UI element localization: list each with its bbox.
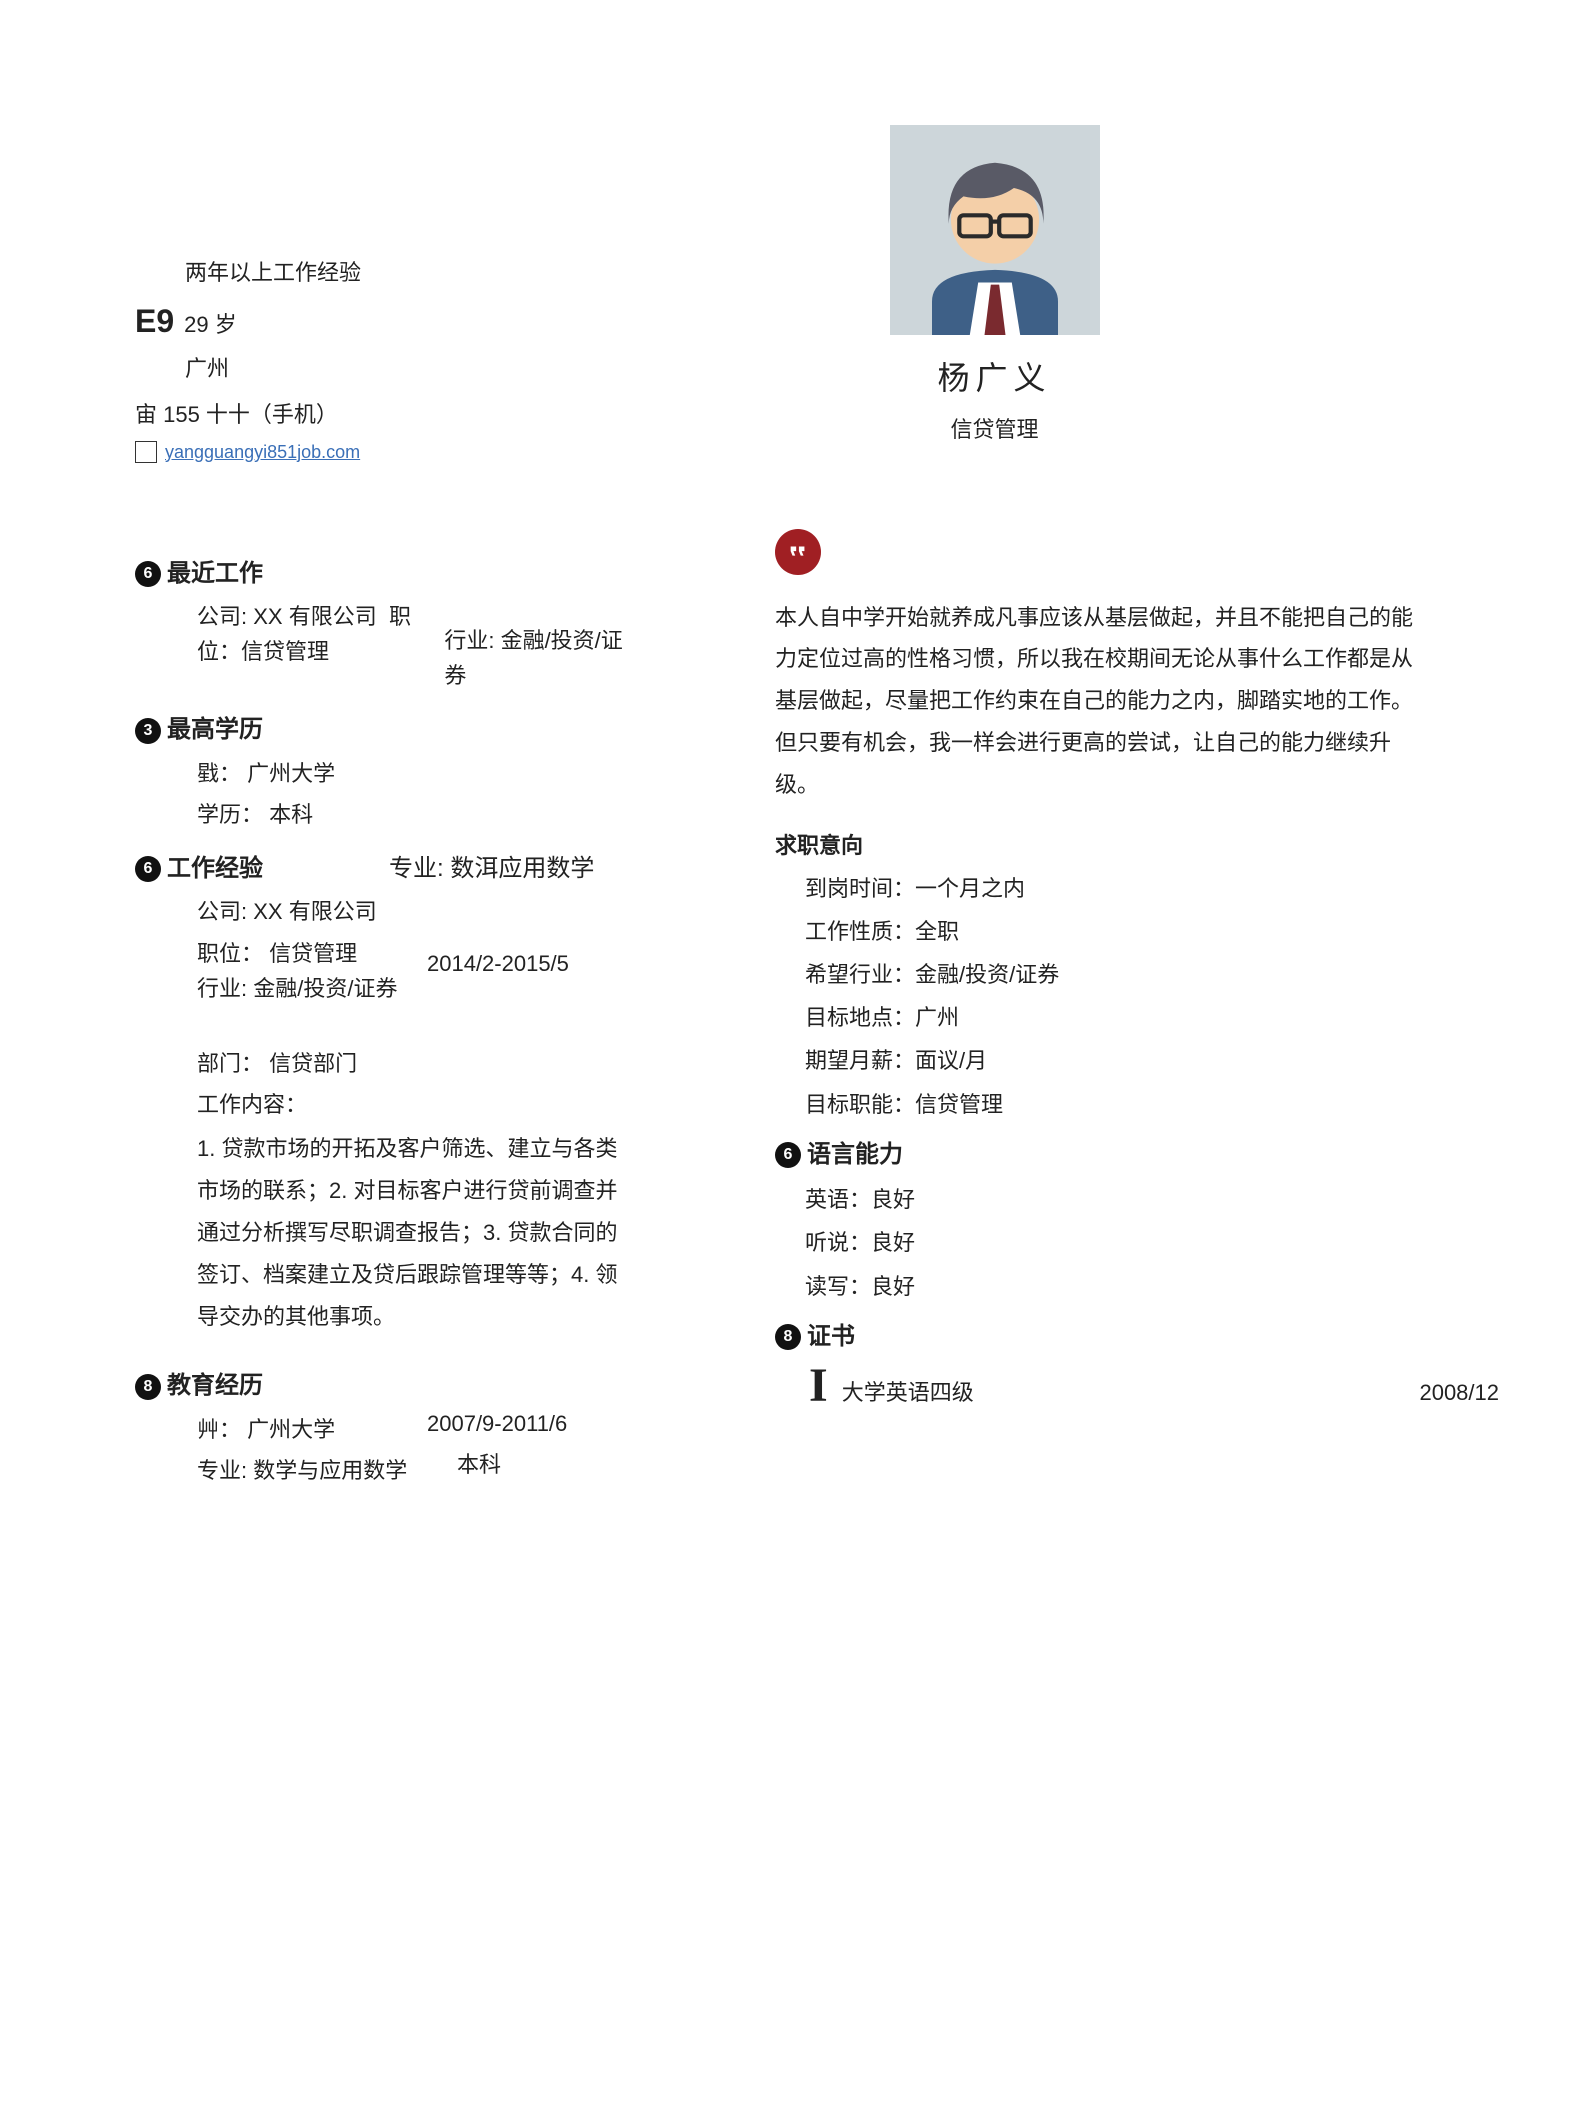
- work-content: 1. 贷款市场的开拓及客户筛选、建立与各类市场的联系；2. 对目标客户进行贷前调…: [197, 1128, 637, 1337]
- recent-pos-label: 职: [389, 604, 411, 629]
- email-link[interactable]: yangguangyi851job.com: [165, 438, 360, 467]
- work-title: 工作经验: [167, 850, 263, 888]
- badge-lang: 6: [775, 1142, 801, 1168]
- phone-text: 宙 155 十十（手机）: [135, 397, 555, 432]
- work-industry: 金融/投资/证券: [253, 976, 397, 1001]
- lang-item: 听说：良好: [805, 1225, 1434, 1260]
- edu-degree: 本科: [457, 1447, 501, 1488]
- intention-item: 到岗时间：一个月之内: [805, 871, 1434, 906]
- work-pos: 信贷管理: [269, 941, 357, 966]
- edu-major-label: 专业:: [197, 1458, 247, 1483]
- recent-title: 最近工作: [167, 555, 263, 593]
- city-text: 广州: [185, 351, 555, 386]
- cert-icon: I: [809, 1362, 828, 1410]
- work-industry-label: 行业:: [197, 976, 247, 1001]
- intention-item: 目标职能：信贷管理: [805, 1087, 1434, 1122]
- cert-name: 大学英语四级: [842, 1375, 974, 1410]
- badge-work: 6: [135, 856, 161, 882]
- avatar-svg: [890, 125, 1100, 335]
- intention-item: 期望月薪：面议/月: [805, 1043, 1434, 1078]
- name-text: 杨广义: [937, 353, 1051, 404]
- email-icon: [135, 441, 157, 463]
- work-date: 2014/2-2015/5: [427, 951, 569, 976]
- recent-company-label: 公司:: [197, 604, 247, 629]
- lang-item: 读写：良好: [805, 1269, 1434, 1304]
- edu-school-label: 艸：: [197, 1417, 241, 1442]
- edu-title: 教育经历: [167, 1367, 263, 1405]
- intention-title: 求职意向: [775, 828, 1434, 863]
- badge-edu: 8: [135, 1374, 161, 1400]
- edu-top-school-label: 戥：: [197, 761, 241, 786]
- lang-item: 英语：良好: [805, 1182, 1434, 1217]
- intention-item: 希望行业：金融/投资/证券: [805, 957, 1434, 992]
- e9-label: E9: [135, 296, 174, 347]
- cert-title: 证书: [807, 1318, 855, 1356]
- experience-text: 两年以上工作经验: [185, 255, 555, 290]
- work-content-label: 工作内容：: [197, 1087, 635, 1122]
- work-pos-label: 职位：: [197, 941, 263, 966]
- badge-edu-top: 3: [135, 718, 161, 744]
- quote-icon: [775, 529, 821, 575]
- age-text: 29 岁: [184, 307, 237, 342]
- left-column: 6 最近工作 公司: XX 有限公司 职 位：信贷管理 行业: 金融/投资/证券: [135, 537, 635, 1497]
- edu-major: 数学与应用数学: [253, 1458, 407, 1483]
- right-column: 本人自中学开始就养成凡事应该从基层做起，并且不能把自己的能力定位过高的性格习惯，…: [635, 537, 1434, 1497]
- recent-company: XX 有限公司: [253, 604, 376, 629]
- header-left: 两年以上工作经验 E9 29 岁 广州 宙 155 十十（手机） yanggua…: [135, 125, 555, 467]
- recent-industry-label: 行业:: [444, 628, 494, 653]
- cert-date: 2008/12: [1419, 1375, 1499, 1410]
- badge-cert: 8: [775, 1324, 801, 1350]
- title-text: 信贷管理: [950, 412, 1038, 447]
- recent-pos2: 位：信贷管理: [197, 634, 444, 669]
- work-company-label: 公司:: [197, 899, 247, 924]
- edu-top-title: 最高学历: [167, 711, 263, 749]
- edu-school: 广州大学: [247, 1417, 335, 1442]
- work-dept-label: 部门：: [197, 1051, 263, 1076]
- intention-item: 工作性质：全职: [805, 914, 1434, 949]
- edu-top-degree-label: 学历：: [197, 802, 263, 827]
- work-major: 数洱应用数学: [450, 855, 594, 882]
- lang-title: 语言能力: [807, 1136, 903, 1174]
- work-company: XX 有限公司: [253, 899, 376, 924]
- badge-recent: 6: [135, 561, 161, 587]
- work-major-label: 专业:: [389, 855, 444, 882]
- avatar: [890, 125, 1100, 335]
- intention-item: 目标地点：广州: [805, 1000, 1434, 1035]
- edu-top-school: 广州大学: [247, 761, 335, 786]
- edu-date: 2007/9-2011/6: [427, 1406, 567, 1447]
- edu-top-degree: 本科: [269, 802, 313, 827]
- bio-text: 本人自中学开始就养成凡事应该从基层做起，并且不能把自己的能力定位过高的性格习惯，…: [775, 597, 1434, 806]
- header-right: 杨广义 信贷管理: [555, 125, 1434, 467]
- work-dept: 信贷部门: [269, 1051, 357, 1076]
